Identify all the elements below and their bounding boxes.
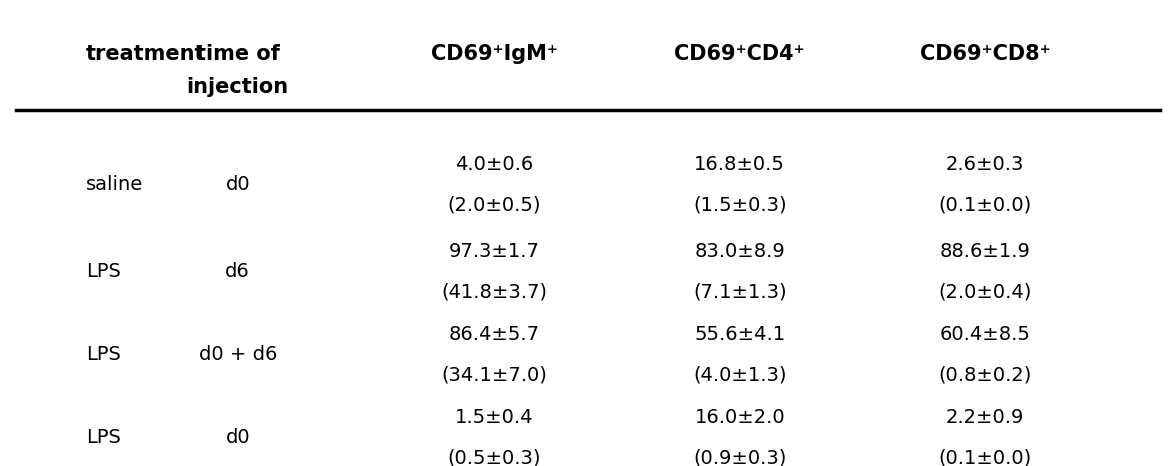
Text: injection: injection [187,77,289,97]
Text: 1.5±0.4: 1.5±0.4 [455,408,534,427]
Text: (0.5±0.3): (0.5±0.3) [448,448,541,466]
Text: 55.6±4.1: 55.6±4.1 [694,325,786,344]
Text: 88.6±1.9: 88.6±1.9 [940,242,1030,261]
Text: (0.8±0.2): (0.8±0.2) [938,365,1031,384]
Text: (0.1±0.0): (0.1±0.0) [938,448,1031,466]
Text: LPS: LPS [86,345,121,364]
Text: 2.2±0.9: 2.2±0.9 [946,408,1024,427]
Text: (41.8±3.7): (41.8±3.7) [441,282,548,301]
Text: LPS: LPS [86,428,121,447]
Text: (1.5±0.3): (1.5±0.3) [693,195,787,214]
Text: time of: time of [195,44,280,64]
Text: 16.0±2.0: 16.0±2.0 [695,408,786,427]
Text: (2.0±0.4): (2.0±0.4) [938,282,1031,301]
Text: treatment: treatment [86,44,206,64]
Text: 16.8±0.5: 16.8±0.5 [694,155,786,174]
Text: 4.0±0.6: 4.0±0.6 [455,155,534,174]
Text: (0.1±0.0): (0.1±0.0) [938,195,1031,214]
Text: d0: d0 [226,428,250,447]
Text: 97.3±1.7: 97.3±1.7 [449,242,540,261]
Text: (7.1±1.3): (7.1±1.3) [693,282,787,301]
Text: (34.1±7.0): (34.1±7.0) [442,365,548,384]
Text: d0 + d6: d0 + d6 [199,345,276,364]
Text: d0: d0 [226,175,250,194]
Text: d6: d6 [226,262,250,281]
Text: LPS: LPS [86,262,121,281]
Text: CD69⁺CD8⁺: CD69⁺CD8⁺ [920,44,1050,64]
Text: 2.6±0.3: 2.6±0.3 [946,155,1024,174]
Text: CD69⁺CD4⁺: CD69⁺CD4⁺ [675,44,806,64]
Text: (4.0±1.3): (4.0±1.3) [693,365,787,384]
Text: (0.9±0.3): (0.9±0.3) [693,448,787,466]
Text: CD69⁺IgM⁺: CD69⁺IgM⁺ [432,44,559,64]
Text: 86.4±5.7: 86.4±5.7 [449,325,540,344]
Text: (2.0±0.5): (2.0±0.5) [448,195,541,214]
Text: saline: saline [86,175,143,194]
Text: 60.4±8.5: 60.4±8.5 [940,325,1030,344]
Text: 83.0±8.9: 83.0±8.9 [694,242,786,261]
